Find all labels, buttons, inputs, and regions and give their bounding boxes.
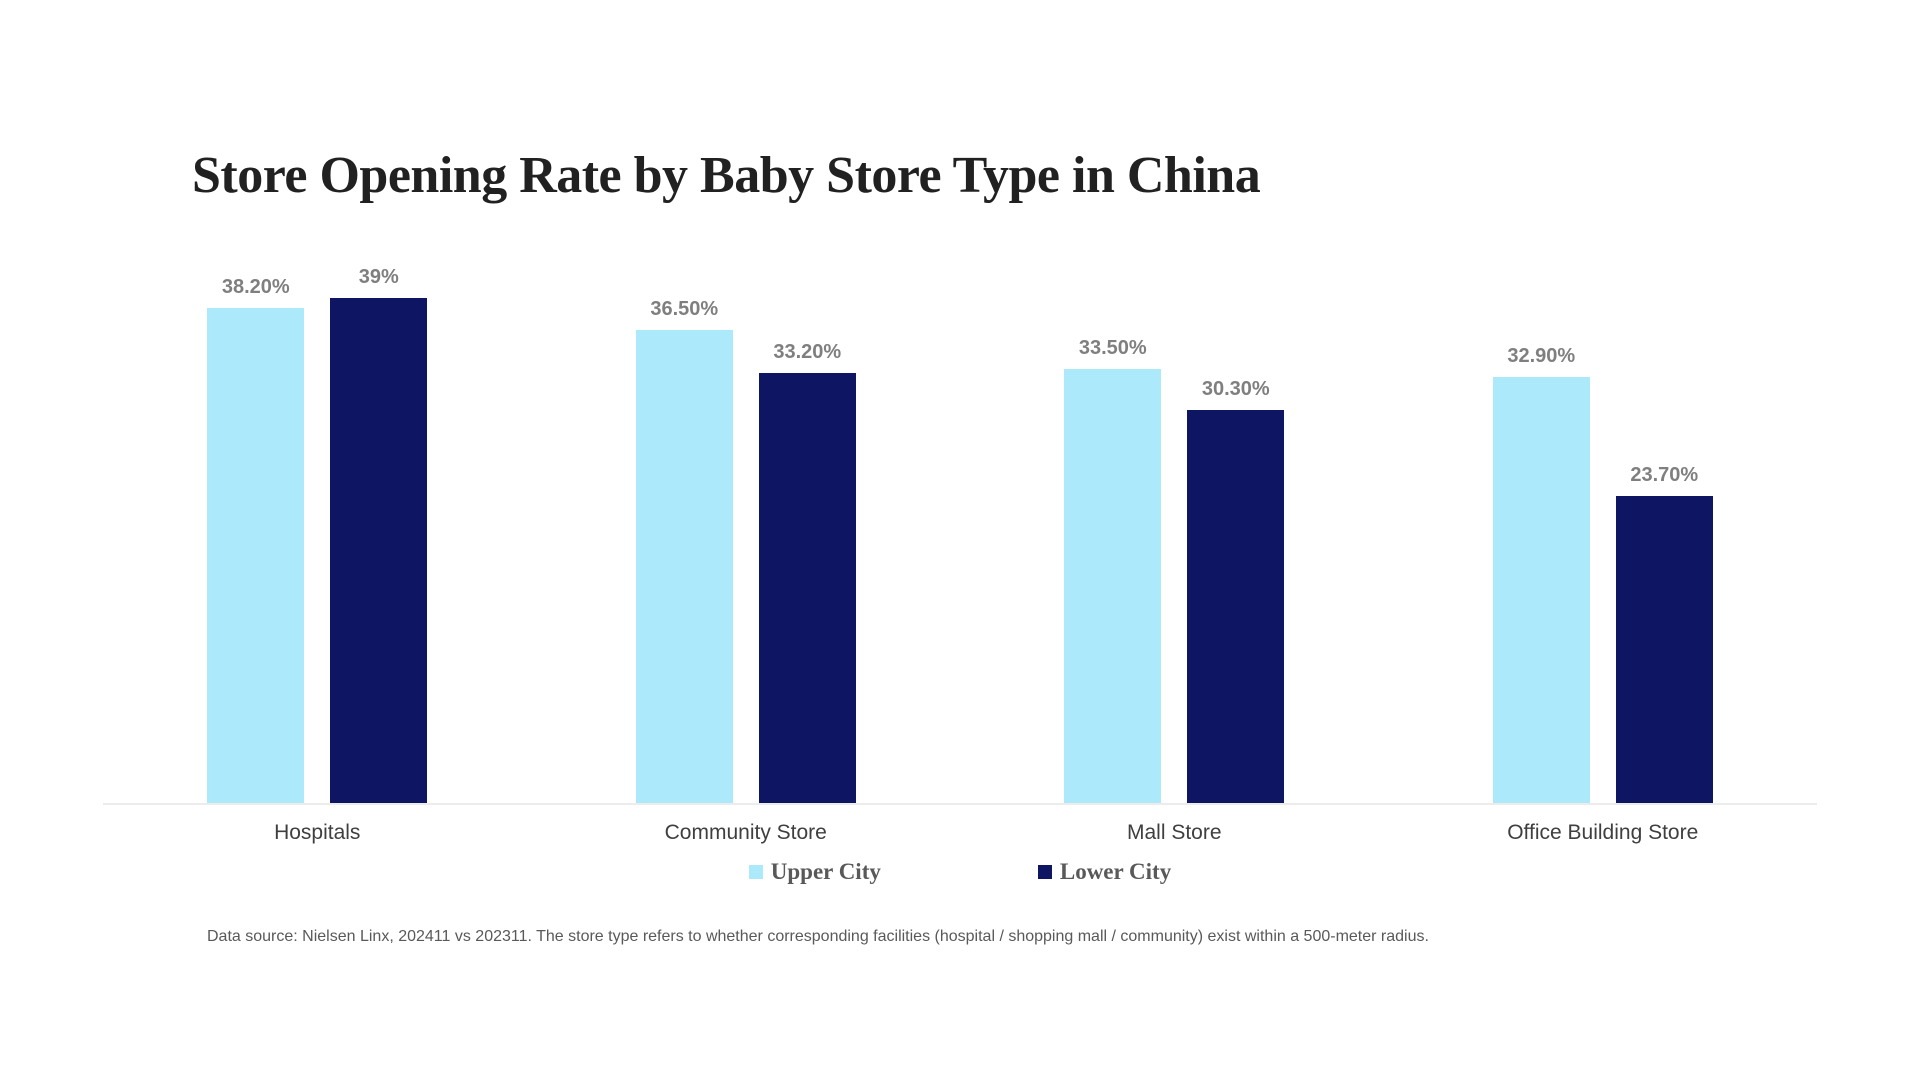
bar-value-label: 23.70%: [1630, 463, 1699, 486]
plot-area: 38.20% 39% Hospitals 36.50% 33.20% Community …: [103, 220, 1817, 844]
bar-lower-city-hospitals: [330, 297, 428, 803]
bar-value-label: 33.20%: [773, 340, 842, 363]
bar-upper-city-office-building-store: [1492, 376, 1590, 803]
bar-value-label: 39%: [358, 265, 399, 288]
bar-value-label: 32.90%: [1507, 344, 1576, 367]
category-label-mall-store: Mall Store: [1126, 821, 1222, 844]
legend-swatch-icon: [748, 865, 763, 879]
legend-swatch-icon: [1037, 865, 1052, 879]
bar-lower-city-mall-store: [1187, 410, 1285, 803]
bar-upper-city-community-store: [635, 330, 733, 803]
bar-lower-city-community-store: [758, 372, 856, 803]
category-label-community-store: Community Store: [664, 821, 827, 844]
legend-label: Upper City: [770, 859, 881, 884]
legend-item-lower-city: Lower City: [1037, 859, 1172, 885]
category-label-hospitals: Hospitals: [274, 821, 361, 844]
legend: Upper City Lower City: [103, 856, 1817, 888]
bar-upper-city-mall-store: [1064, 369, 1162, 803]
bar-value-label: 30.30%: [1201, 378, 1270, 401]
category-label-office-building-store: Office Building Store: [1507, 821, 1699, 844]
bar-upper-city-hospitals: [207, 308, 305, 803]
x-axis-line: [103, 803, 1817, 805]
legend-label: Lower City: [1059, 859, 1172, 884]
bar-value-label: 38.20%: [221, 276, 290, 299]
bar-lower-city-office-building-store: [1615, 495, 1713, 803]
chart-title: Store Opening Rate by Baby Store Type in…: [192, 147, 1261, 204]
legend-item-upper-city: Upper City: [748, 859, 881, 885]
footnote: Data source: Nielsen Linx, 202411 vs 202…: [207, 928, 1429, 945]
bar-value-label: 36.50%: [650, 298, 719, 321]
bar-value-label: 33.50%: [1078, 337, 1147, 359]
